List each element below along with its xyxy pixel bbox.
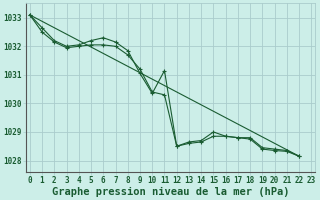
X-axis label: Graphe pression niveau de la mer (hPa): Graphe pression niveau de la mer (hPa) bbox=[52, 186, 289, 197]
